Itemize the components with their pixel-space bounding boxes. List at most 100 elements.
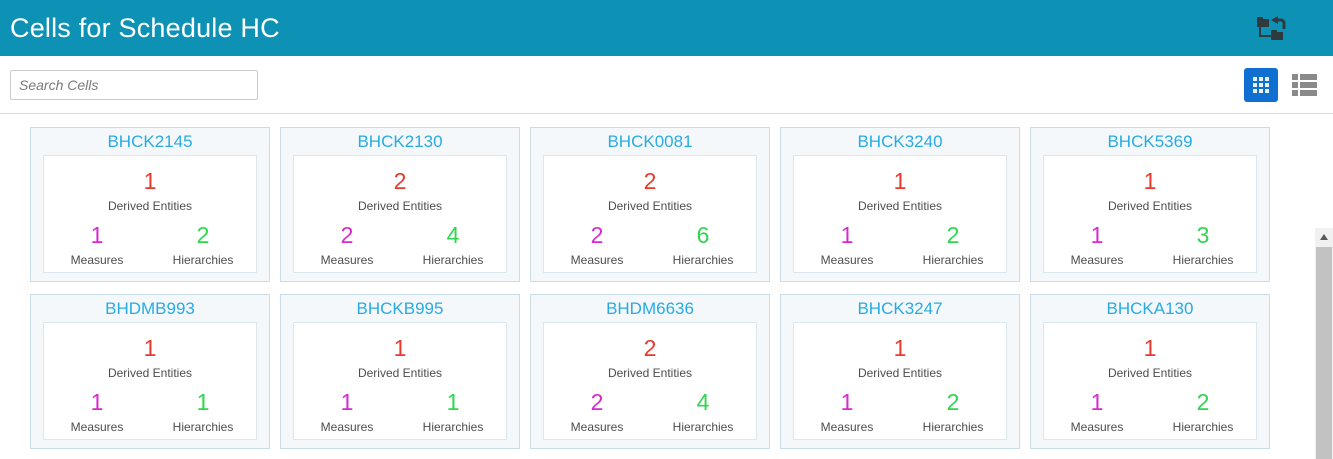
derived-entities-label: Derived Entities — [1107, 366, 1193, 380]
derived-entities-label: Derived Entities — [857, 366, 943, 380]
measures-count: 2 — [340, 222, 354, 248]
cell-code-link[interactable]: BHCK2145 — [107, 132, 193, 151]
cells-content-area: BHCK2145 1 Derived Entities 1 Measures 2… — [0, 114, 1333, 459]
scrollbar-thumb[interactable] — [1316, 247, 1332, 459]
derived-entities-label: Derived Entities — [357, 366, 443, 380]
derived-entities-label: Derived Entities — [1107, 199, 1193, 213]
cell-card-body: 1 Derived Entities 1 Measures 3 Hierarch… — [1043, 155, 1257, 273]
cell-code-link[interactable]: BHCKA130 — [1106, 299, 1194, 318]
cell-card-body: 1 Derived Entities 1 Measures 2 Hierarch… — [1043, 322, 1257, 440]
measures-label: Measures — [70, 253, 124, 267]
measures-label: Measures — [820, 420, 874, 434]
derived-entities-count: 1 — [143, 168, 157, 194]
derived-entities-count: 1 — [393, 335, 407, 361]
list-view-button[interactable] — [1287, 68, 1321, 102]
cell-card-body: 1 Derived Entities 1 Measures 2 Hierarch… — [793, 322, 1007, 440]
measures-label: Measures — [320, 253, 374, 267]
scroll-up-icon[interactable] — [1320, 234, 1328, 240]
derived-entities-count: 2 — [643, 335, 657, 361]
cell-card-body: 2 Derived Entities 2 Measures 4 Hierarch… — [543, 322, 757, 440]
cell-card: BHCKA130 1 Derived Entities 1 Measures 2… — [1030, 294, 1270, 449]
cell-code-link[interactable]: BHCK0081 — [607, 132, 693, 151]
measures-count: 1 — [1090, 222, 1104, 248]
cell-card-body: 1 Derived Entities 1 Measures 1 Hierarch… — [293, 322, 507, 440]
hierarchy-return-icon[interactable] — [1255, 13, 1287, 43]
measures-label: Measures — [570, 253, 624, 267]
cell-code-link[interactable]: BHCK3247 — [857, 299, 943, 318]
measures-count: 1 — [1090, 389, 1104, 415]
derived-entities-count: 1 — [893, 168, 907, 194]
cell-card: BHCK2130 2 Derived Entities 2 Measures 4… — [280, 127, 520, 282]
derived-entities-label: Derived Entities — [607, 366, 693, 380]
measures-label: Measures — [570, 420, 624, 434]
cell-card-body: 2 Derived Entities 2 Measures 4 Hierarch… — [293, 155, 507, 273]
hierarchies-label: Hierarchies — [672, 253, 734, 267]
cell-code-link[interactable]: BHDM6636 — [606, 299, 694, 318]
hierarchies-count: 1 — [196, 389, 210, 415]
hierarchies-label: Hierarchies — [1172, 420, 1234, 434]
measures-count: 1 — [90, 222, 104, 248]
derived-entities-label: Derived Entities — [107, 199, 193, 213]
cell-code-link[interactable]: BHCKB995 — [356, 299, 444, 318]
list-icon — [1291, 73, 1317, 96]
hierarchies-label: Hierarchies — [172, 253, 234, 267]
measures-label: Measures — [1070, 253, 1124, 267]
derived-entities-count: 1 — [1143, 168, 1157, 194]
measures-count: 1 — [840, 222, 854, 248]
measures-label: Measures — [320, 420, 374, 434]
hierarchies-count: 2 — [196, 222, 210, 248]
hierarchies-count: 2 — [946, 389, 960, 415]
cell-card: BHDMB993 1 Derived Entities 1 Measures 1… — [30, 294, 270, 449]
derived-entities-label: Derived Entities — [107, 366, 193, 380]
cell-code-link[interactable]: BHDMB993 — [105, 299, 195, 318]
measures-count: 1 — [90, 389, 104, 415]
derived-entities-label: Derived Entities — [857, 199, 943, 213]
app-header: Cells for Schedule HC — [0, 0, 1333, 56]
derived-entities-count: 1 — [893, 335, 907, 361]
cell-card-body: 1 Derived Entities 1 Measures 2 Hierarch… — [793, 155, 1007, 273]
cell-code-link[interactable]: BHCK3240 — [857, 132, 943, 151]
hierarchies-label: Hierarchies — [172, 420, 234, 434]
derived-entities-count: 2 — [643, 168, 657, 194]
cards-grid: BHCK2145 1 Derived Entities 1 Measures 2… — [0, 114, 1333, 449]
grid-view-button[interactable] — [1244, 67, 1278, 102]
derived-entities-count: 1 — [143, 335, 157, 361]
grid-icon — [1253, 76, 1269, 93]
cell-card-body: 1 Derived Entities 1 Measures 1 Hierarch… — [43, 322, 257, 440]
hierarchies-count: 1 — [446, 389, 460, 415]
cell-card-body: 1 Derived Entities 1 Measures 2 Hierarch… — [43, 155, 257, 273]
hierarchies-label: Hierarchies — [1172, 253, 1234, 267]
measures-count: 2 — [590, 222, 604, 248]
measures-label: Measures — [70, 420, 124, 434]
cell-code-link[interactable]: BHCK2130 — [357, 132, 443, 151]
cell-card: BHCKB995 1 Derived Entities 1 Measures 1… — [280, 294, 520, 449]
cell-card: BHCK0081 2 Derived Entities 2 Measures 6… — [530, 127, 770, 282]
cell-card: BHCK5369 1 Derived Entities 1 Measures 3… — [1030, 127, 1270, 282]
measures-count: 2 — [590, 389, 604, 415]
view-toggle-group — [1244, 67, 1321, 102]
hierarchies-label: Hierarchies — [422, 420, 484, 434]
derived-entities-label: Derived Entities — [607, 199, 693, 213]
hierarchies-count: 4 — [696, 389, 710, 415]
page-title: Cells for Schedule HC — [10, 12, 280, 43]
hierarchies-label: Hierarchies — [422, 253, 484, 267]
derived-entities-label: Derived Entities — [357, 199, 443, 213]
toolbar — [0, 56, 1333, 114]
cell-code-link[interactable]: BHCK5369 — [1107, 132, 1193, 151]
search-input[interactable] — [10, 69, 258, 100]
cell-card-body: 2 Derived Entities 2 Measures 6 Hierarch… — [543, 155, 757, 273]
hierarchies-label: Hierarchies — [922, 253, 984, 267]
hierarchies-count: 4 — [446, 222, 460, 248]
vertical-scrollbar[interactable] — [1315, 228, 1333, 459]
derived-entities-count: 2 — [393, 168, 407, 194]
cell-card: BHCK3240 1 Derived Entities 1 Measures 2… — [780, 127, 1020, 282]
cell-card: BHCK2145 1 Derived Entities 1 Measures 2… — [30, 127, 270, 282]
cell-card: BHCK3247 1 Derived Entities 1 Measures 2… — [780, 294, 1020, 449]
derived-entities-count: 1 — [1143, 335, 1157, 361]
hierarchies-count: 2 — [1196, 389, 1210, 415]
measures-count: 1 — [340, 389, 354, 415]
hierarchies-label: Hierarchies — [672, 420, 734, 434]
measures-label: Measures — [820, 253, 874, 267]
hierarchies-count: 2 — [946, 222, 960, 248]
hierarchies-label: Hierarchies — [922, 420, 984, 434]
